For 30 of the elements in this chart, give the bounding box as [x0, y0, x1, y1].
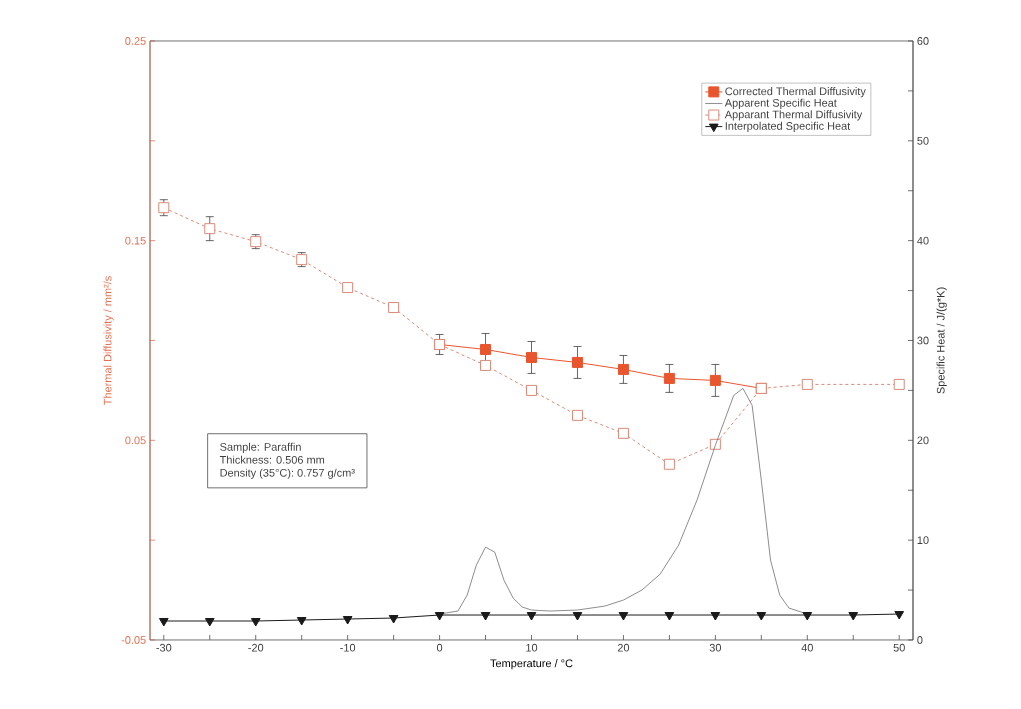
- annotation: Thickness: 0.506 mm: [219, 455, 325, 464]
- y2-tick-label: 0: [917, 636, 923, 644]
- y-tick-label: 0.05: [125, 436, 146, 445]
- y2-tick-label: 60: [917, 37, 929, 45]
- legend-label: Interpolated Specific Heat: [725, 121, 851, 133]
- x-axis-title: Temperature / °C: [490, 659, 573, 670]
- x-tick-label: -20: [248, 643, 264, 652]
- y-tick-label: 0.25: [125, 37, 146, 45]
- y2-tick-label: 10: [917, 536, 929, 545]
- x-tick-label: 10: [526, 643, 538, 652]
- x-tick-label: 40: [801, 643, 813, 652]
- y-tick-label: -0.05: [121, 636, 146, 644]
- x-tick-label: -10: [340, 643, 356, 652]
- annotation: Sample: Paraffin: [220, 442, 301, 453]
- y2-axis-title: Specific Heat / J/(g*K): [936, 287, 947, 394]
- legend-label: Apparent Specific Heat: [724, 98, 837, 109]
- y-tick-label: 0.15: [125, 236, 146, 245]
- y2-tick-label: 50: [917, 136, 929, 145]
- x-tick-label: 30: [709, 643, 722, 652]
- x-tick-label: -30: [156, 643, 172, 652]
- x-tick-label: 20: [617, 643, 630, 652]
- y2-tick-label: 30: [917, 336, 929, 345]
- y2-tick-label: 40: [917, 236, 929, 245]
- x-tick-label: 50: [893, 643, 905, 652]
- x-tick-label: 0: [436, 643, 443, 652]
- legend-label: Corrected Thermal Diffusivity: [725, 87, 866, 98]
- annotation: Density (35°C): 0.757 g/cm³: [220, 468, 355, 479]
- y-axis-title: Thermal Diffusivity / mm²/s: [103, 276, 114, 405]
- legend-label: Apparant Thermal Diffusivity: [724, 110, 863, 121]
- y2-tick-label: 20: [917, 436, 929, 445]
